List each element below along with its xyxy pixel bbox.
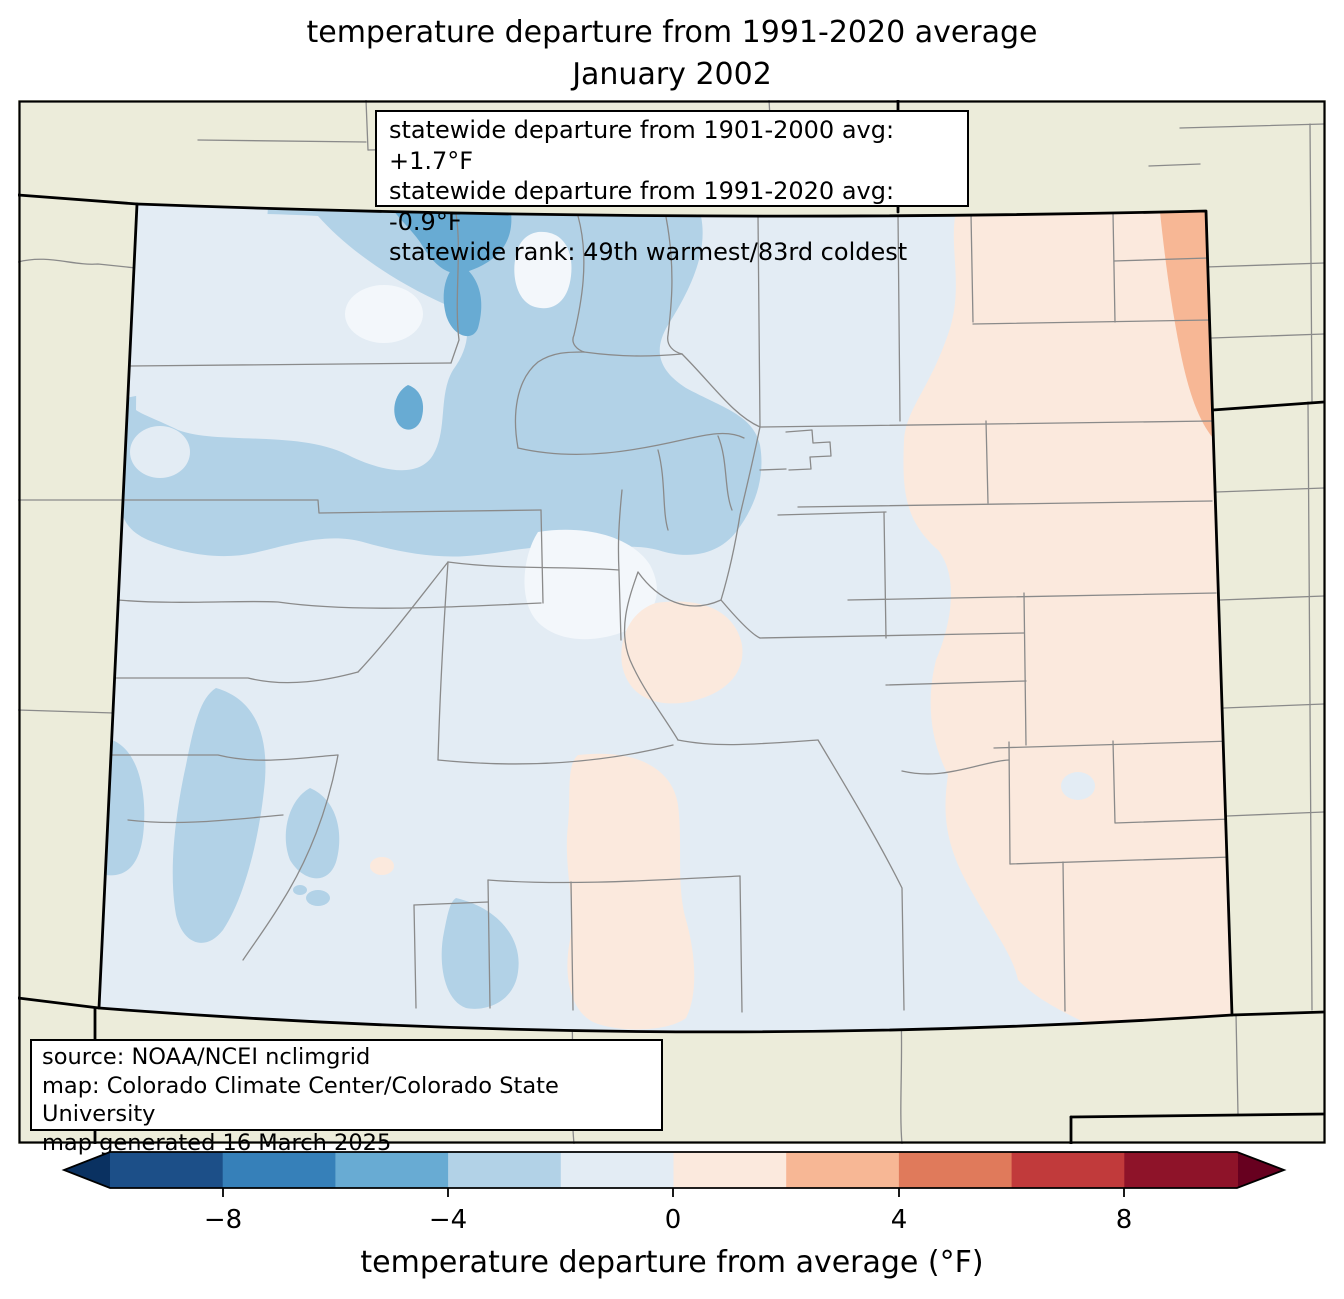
colorbar-outline xyxy=(61,1151,1287,1189)
warmer-patch-northeast xyxy=(1160,211,1213,438)
title-line-2: January 2002 xyxy=(572,57,772,92)
colder-blob-grand xyxy=(394,385,424,430)
source-attribution-box: source: NOAA/NCEI nclimgrid map: Colorad… xyxy=(30,1039,663,1156)
stats-line-2: statewide departure from 1991-2020 avg: … xyxy=(389,177,895,236)
tick-label-minus4: −4 xyxy=(429,1205,467,1235)
tick-label-plus4: 4 xyxy=(891,1205,908,1235)
warm-dot-southwest xyxy=(370,857,394,875)
figure-title: temperature departure from 1991-2020 ave… xyxy=(0,12,1344,96)
warm-blob-san-luis-valley xyxy=(566,753,695,1030)
colorbar-ticks xyxy=(222,1188,1125,1197)
mild-wedge-northwest xyxy=(136,213,468,471)
tick-label-minus8: −8 xyxy=(204,1205,242,1235)
colder-blob-north-2 xyxy=(443,262,482,337)
colder-blob-north-1 xyxy=(392,208,512,274)
colorado-state-border xyxy=(97,202,1234,1034)
colorado-county-lines xyxy=(109,212,1232,1013)
colorbar-axis-label: temperature departure from average (°F) xyxy=(360,1245,983,1280)
mild-pocket-west xyxy=(130,426,190,478)
statewide-stats-box: statewide departure from 1901-2000 avg: … xyxy=(375,110,969,266)
stats-line-1: statewide departure from 1901-2000 avg: … xyxy=(389,116,895,175)
colorbar: −8 −4 0 4 8 temperature departure from a… xyxy=(61,1151,1287,1280)
neighbor-county-lines xyxy=(18,100,1325,1144)
warm-blob-center xyxy=(621,601,743,704)
stats-line-3: statewide rank: 49th warmest/83rd coldes… xyxy=(389,238,908,266)
colorbar-segments xyxy=(110,1152,1238,1188)
cold-dot-2 xyxy=(293,885,307,895)
title-line-1: temperature departure from 1991-2020 ave… xyxy=(306,15,1038,50)
source-line-1: source: NOAA/NCEI nclimgrid xyxy=(42,1044,371,1070)
colorado-departure-map xyxy=(18,100,1326,1144)
cold-blob-south-center xyxy=(441,898,519,1009)
colorbar-arrow-high xyxy=(1237,1152,1284,1188)
source-line-2: map: Colorado Climate Center/Colorado St… xyxy=(42,1072,559,1128)
map-frame xyxy=(18,100,1326,1144)
pale-pocket-north-park xyxy=(345,285,423,343)
pale-pocket-south-park xyxy=(524,529,657,640)
cold-blob-west-border xyxy=(106,740,145,876)
cold-blob-southwest-1 xyxy=(172,688,266,943)
tick-label-zero: 0 xyxy=(665,1205,682,1235)
cold-blob-southwest-2 xyxy=(285,788,340,879)
tick-label-plus8: 8 xyxy=(1116,1205,1133,1235)
cold-dot-1 xyxy=(306,890,330,906)
mild-pocket-in-plains xyxy=(1061,772,1095,800)
colorbar-arrow-low xyxy=(64,1152,110,1188)
pale-pocket-middle-park xyxy=(514,231,572,309)
